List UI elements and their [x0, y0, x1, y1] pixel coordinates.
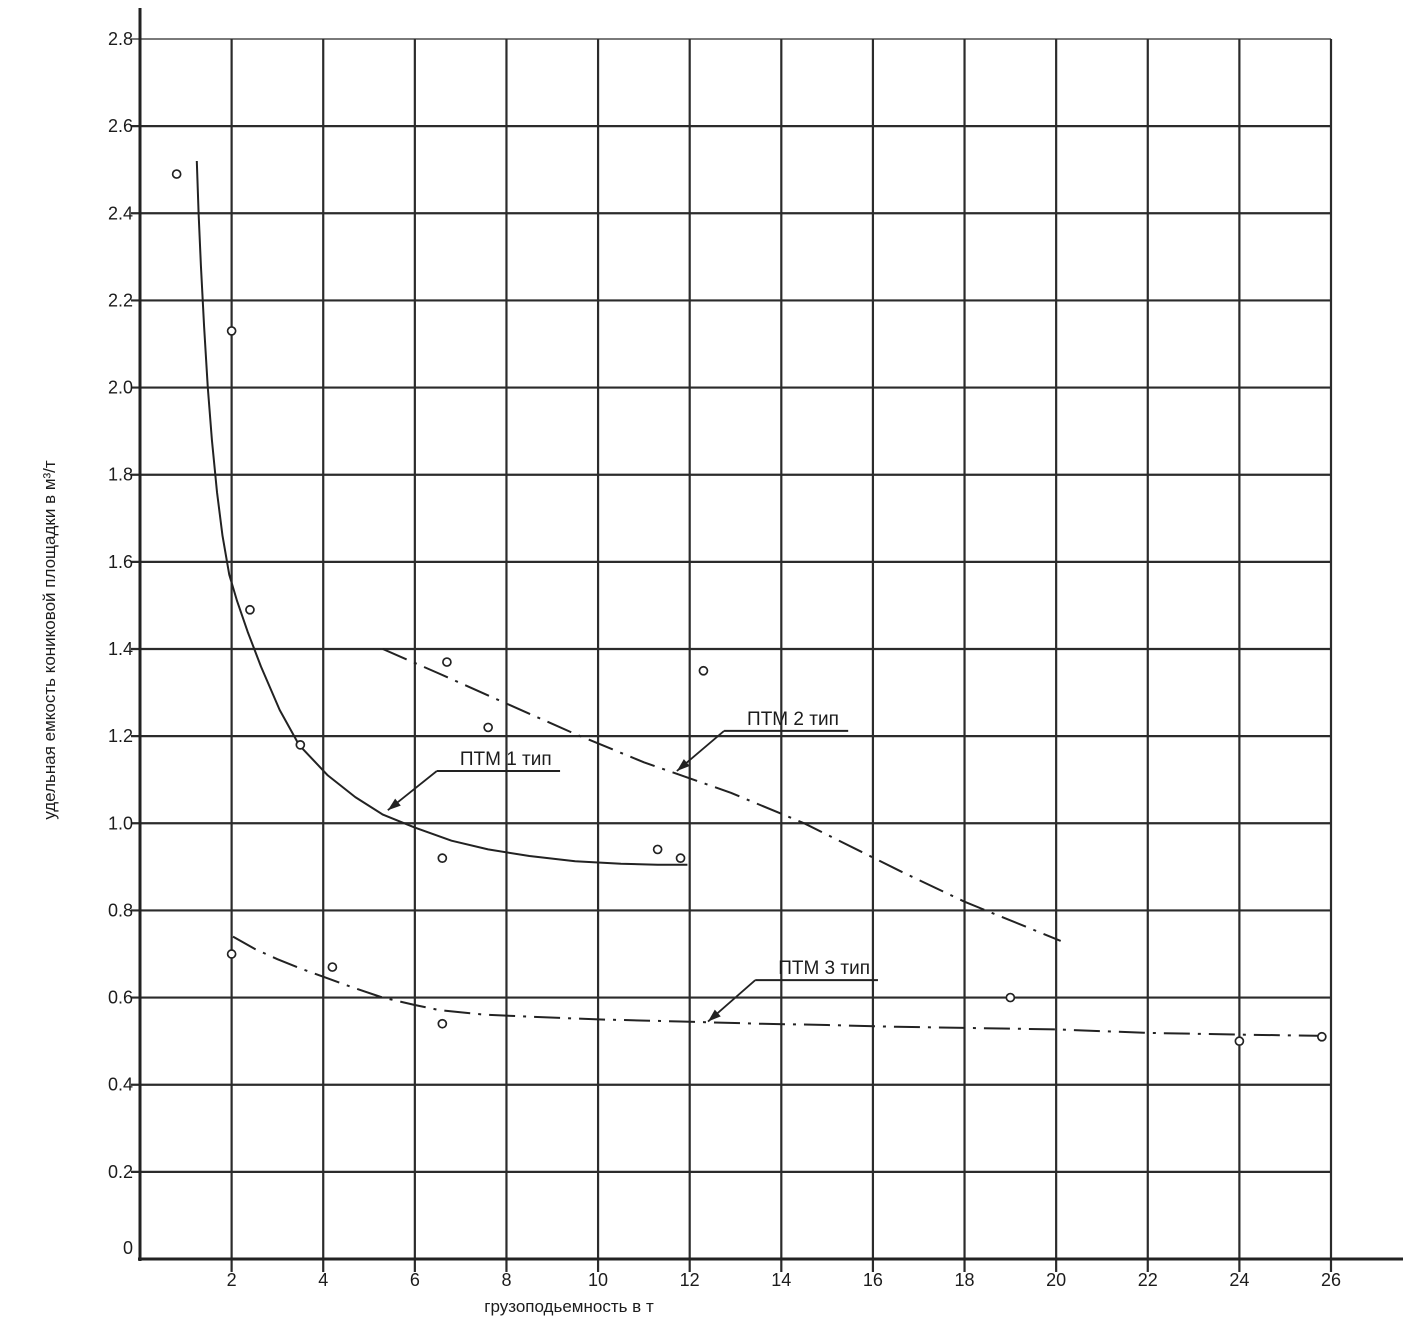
x-tick-label: 16 [863, 1270, 883, 1290]
data-point [442, 657, 452, 667]
data-point [1316, 1031, 1327, 1042]
x-tick-label: 12 [680, 1270, 700, 1290]
data-point [1005, 992, 1016, 1003]
x-tick-label: 8 [501, 1270, 511, 1290]
x-tick-label: 20 [1046, 1270, 1066, 1290]
y-tick-label: 2.6 [108, 116, 133, 136]
y-tick-label: 2.8 [108, 29, 133, 49]
x-tick-label: 4 [318, 1270, 328, 1290]
callout-arrowhead [676, 759, 690, 771]
y-tick-label: 0 [123, 1238, 133, 1258]
y-tick-label: 2.2 [108, 290, 133, 310]
y-tick-label: 0.4 [108, 1075, 133, 1095]
data-point [226, 949, 237, 959]
x-tick-label: 10 [588, 1270, 608, 1290]
series-layer [195, 160, 1327, 1037]
data-point [652, 844, 663, 855]
points-layer [171, 169, 1327, 1046]
data-point [437, 853, 448, 863]
y-tick-label: 0.8 [108, 900, 133, 920]
curve-ptm-2 [382, 648, 1062, 942]
y-tick-label: 2.0 [108, 378, 133, 398]
y-tick-label: 1.4 [108, 639, 133, 659]
x-tick-label: 2 [227, 1270, 237, 1290]
x-tick-label: 24 [1229, 1270, 1249, 1290]
y-tick-label: 1.2 [108, 726, 133, 746]
y-tick-label: 0.6 [108, 988, 133, 1008]
x-tick-label: 18 [955, 1270, 975, 1290]
x-tick-label: 26 [1321, 1270, 1341, 1290]
x-tick-label: 14 [771, 1270, 791, 1290]
callouts-layer: ПТМ 1 тип ПТМ 2 тип ПТМ 3 тип [387, 709, 878, 1023]
y-tick-label: 1.6 [108, 552, 133, 572]
grid-layer [131, 38, 1333, 1272]
callout-arrowhead [708, 1009, 721, 1022]
y-tick-label: 1.8 [108, 465, 133, 485]
x-axis-title: грузоподьемность в т [484, 1297, 654, 1316]
curve-ptm-3 [232, 935, 1327, 1037]
data-point [245, 604, 255, 615]
data-point [1234, 1036, 1245, 1046]
curve-label: ПТМ 2 тип [747, 709, 839, 730]
x-tick-label: 6 [410, 1270, 420, 1290]
data-point [295, 740, 306, 750]
data-point [327, 962, 338, 972]
y-tick-label: 1.0 [108, 813, 133, 833]
data-point [698, 665, 709, 676]
curve-label: ПТМ 1 тип [460, 749, 552, 770]
data-point [675, 853, 686, 863]
data-point [483, 722, 493, 733]
data-point [226, 326, 237, 336]
data-point [171, 169, 182, 179]
callout-arrowhead [387, 798, 401, 811]
x-tick-label: 22 [1138, 1270, 1158, 1290]
y-axis-title: удельная емкость кониковой площадки в м³… [40, 460, 59, 820]
y-tick-label: 0.2 [108, 1162, 133, 1182]
tick-labels-layer: 2 4 6 8 10 12 14 16 18 20 22 24 2600.20.40.60.81.01.… [108, 29, 1341, 1290]
data-point [437, 1018, 448, 1029]
y-tick-label: 2.4 [108, 203, 133, 223]
curve-ptm-1 [195, 160, 688, 866]
curve-label: ПТМ 3 тип [778, 958, 870, 979]
axes-layer [138, 8, 1403, 1261]
